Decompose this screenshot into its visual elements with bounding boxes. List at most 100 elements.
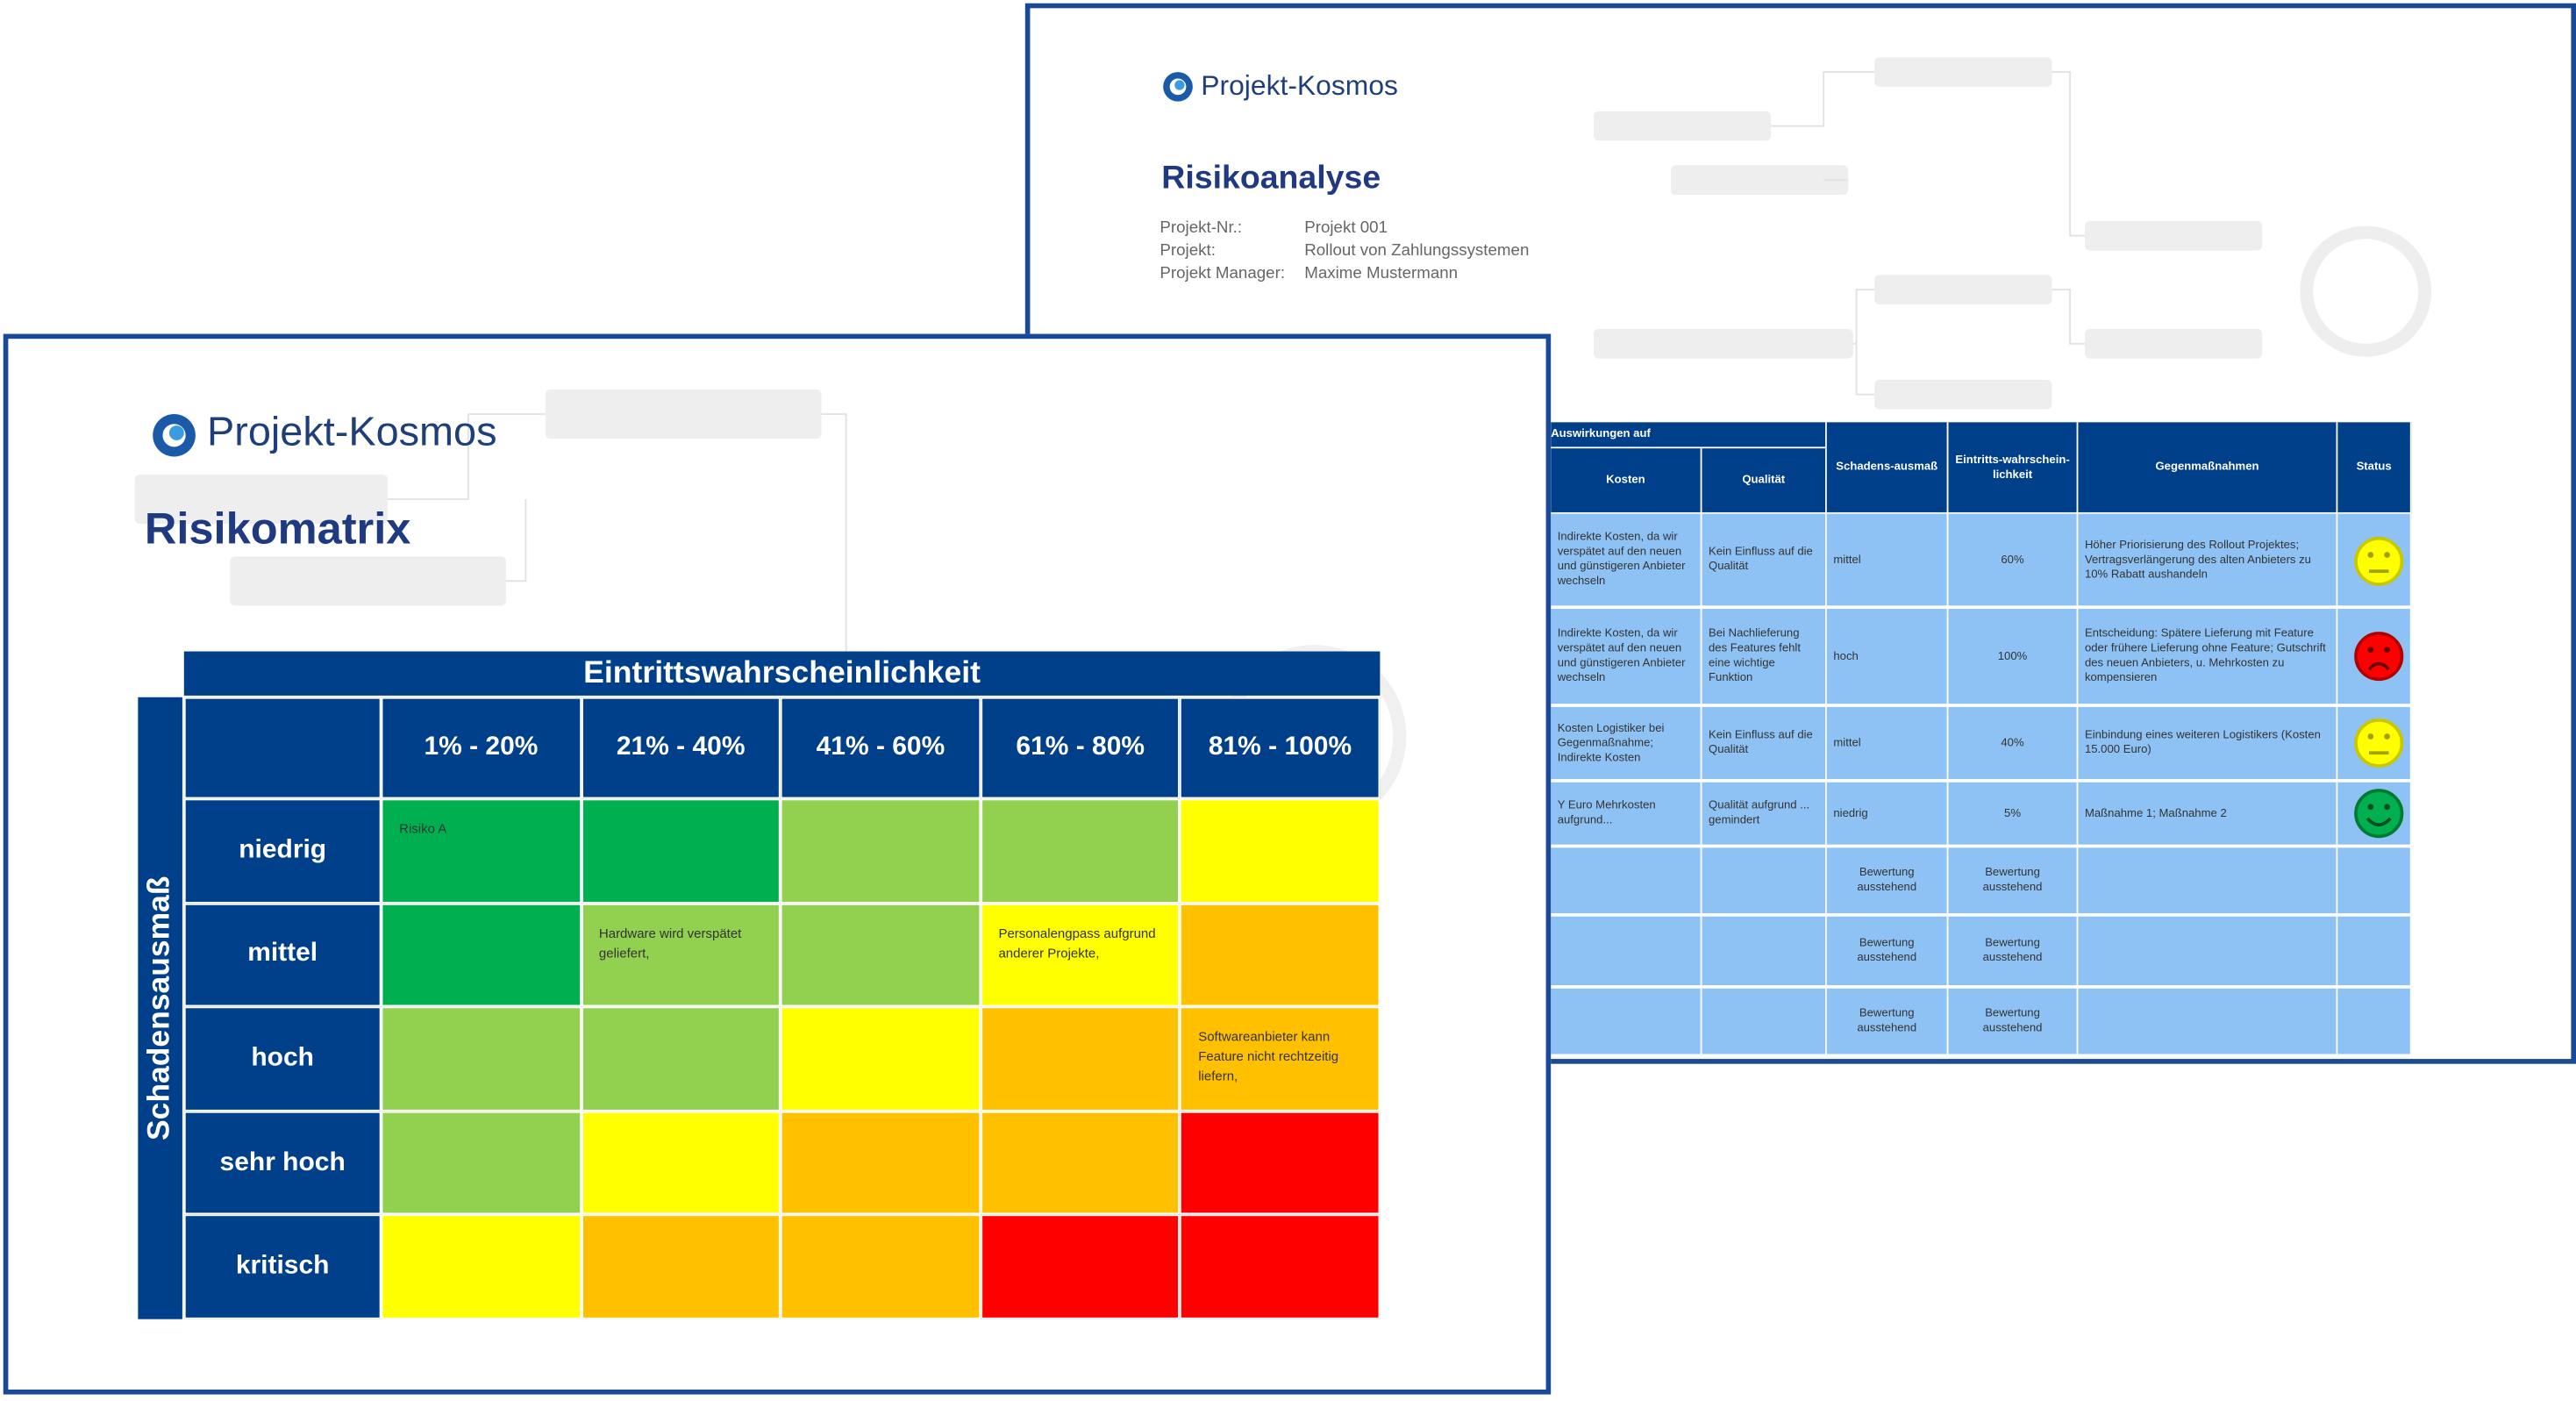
matrix-cell	[980, 798, 1181, 904]
row-header: niedrig	[183, 798, 382, 904]
matrix-cell: Hardware wird verspätet geliefert,	[581, 903, 781, 1007]
matrix-cell	[1180, 903, 1381, 1007]
table-cell: Bei Nachlieferung des Features fehlt ein…	[1702, 609, 1827, 707]
column-header: Qualität	[1702, 448, 1827, 514]
row-header: mittel	[183, 903, 382, 1007]
table-cell: 100%	[1948, 609, 2079, 707]
matrix-cell	[381, 1006, 582, 1112]
column-header: 81% - 100%	[1180, 697, 1381, 799]
table-cell: Indirekte Kosten, da wir verspätet auf d…	[1551, 609, 1702, 707]
matrix-cell: Personalengpass aufgrund anderer Projekt…	[980, 903, 1181, 1007]
table-cell	[1551, 988, 1702, 1058]
table-cell: mittel	[1826, 513, 1949, 610]
table-cell: Maßnahme 1; Maßnahme 2	[2078, 782, 2338, 848]
column-header: Gegenmaßnahmen	[2078, 422, 2338, 514]
column-header: 61% - 80%	[980, 697, 1181, 799]
back-logo: Projekt-Kosmos	[1201, 70, 1398, 102]
meta-label: Projekt Manager:	[1160, 265, 1286, 283]
meta-value: Projekt 001	[1304, 218, 1388, 238]
meta-label: Projekt-Nr.:	[1160, 218, 1243, 238]
table-cell: 60%	[1948, 513, 2079, 610]
status-sad	[2354, 632, 2404, 682]
back-title: Risikoanalyse	[1161, 160, 1381, 197]
status-neutral	[2354, 536, 2404, 586]
front-title: Risikomatrix	[144, 504, 411, 554]
table-cell: Qualität aufgrund ... gemindert	[1702, 782, 1827, 848]
table-cell	[1702, 988, 1827, 1058]
group-header: Auswirkungen auf	[1551, 422, 1827, 449]
meta-label: Projekt:	[1160, 242, 1216, 261]
matrix-cell	[980, 1215, 1181, 1319]
matrix-cell	[581, 1111, 781, 1216]
table-cell	[1551, 916, 1702, 989]
table-cell: Bewertung ausstehend	[1948, 916, 2079, 989]
table-cell: Y Euro Mehrkosten aufgrund...	[1551, 782, 1702, 848]
matrix-cell	[381, 1215, 582, 1319]
corner	[183, 697, 382, 799]
matrix-cell	[781, 1006, 981, 1112]
table-cell	[2078, 988, 2338, 1058]
table-cell	[1702, 916, 1827, 989]
table-cell: Bewertung ausstehend	[1826, 916, 1949, 989]
status-cell	[2337, 847, 2412, 917]
table-cell: Bewertung ausstehend	[1948, 988, 2079, 1058]
matrix-cell: Risiko A	[381, 798, 582, 904]
status-cell	[2337, 916, 2412, 989]
table-cell: Bewertung ausstehend	[1826, 988, 1949, 1058]
table-cell	[2078, 847, 2338, 917]
table-cell: Einbindung eines weiteren Logistikers (K…	[2078, 706, 2338, 783]
matrix-cell	[980, 1006, 1181, 1112]
row-header: sehr hoch	[183, 1111, 382, 1216]
table-cell: Indirekte Kosten, da wir verspätet auf d…	[1551, 513, 1702, 610]
table-cell: Entscheidung: Spätere Lieferung mit Feat…	[2078, 609, 2338, 707]
status-cell	[2337, 988, 2412, 1058]
matrix-cell	[581, 798, 781, 904]
table-cell: Kein Einfluss auf die Qualität	[1702, 513, 1827, 610]
table-cell: Kosten Logistiker bei Gegenmaßnahme; Ind…	[1551, 706, 1702, 783]
matrix-cell	[781, 1111, 981, 1216]
table-cell	[2078, 916, 2338, 989]
matrix-cell	[980, 1111, 1181, 1216]
column-header: Eintritts-wahrschein-lichkeit	[1948, 422, 2079, 514]
column-axis: Eintrittswahrscheinlichkeit	[183, 651, 1381, 696]
row-header: hoch	[183, 1006, 382, 1112]
matrix-cell	[781, 903, 981, 1007]
row-axis: Schadensausmaß	[142, 876, 177, 1140]
front-logo: Projekt-Kosmos	[207, 409, 497, 455]
matrix-cell	[1180, 1111, 1381, 1216]
status-neutral	[2354, 718, 2404, 768]
table-cell	[1551, 847, 1702, 917]
column-header: Status	[2337, 422, 2412, 514]
table-cell: Bewertung ausstehend	[1948, 847, 2079, 917]
row-axis-bar: Schadensausmaß	[138, 697, 182, 1319]
matrix-cell	[381, 1111, 582, 1216]
matrix-cell	[1180, 1215, 1381, 1319]
column-header: 21% - 40%	[581, 697, 781, 799]
meta-value: Rollout von Zahlungssystemen	[1304, 242, 1530, 261]
table-cell: niedrig	[1826, 782, 1949, 848]
row-header: kritisch	[183, 1215, 382, 1319]
table-cell: 40%	[1948, 706, 2079, 783]
matrix-cell	[1180, 798, 1381, 904]
matrix-cell	[581, 1215, 781, 1319]
matrix-cell	[781, 1215, 981, 1319]
meta-value: Maxime Mustermann	[1304, 265, 1459, 283]
column-header: Schadens-ausmaß	[1826, 422, 1949, 514]
column-header: Kosten	[1551, 448, 1702, 514]
matrix-cell	[781, 798, 981, 904]
matrix-cell	[581, 1006, 781, 1112]
table-cell: Kein Einfluss auf die Qualität	[1702, 706, 1827, 783]
table-cell: Bewertung ausstehend	[1826, 847, 1949, 917]
column-header: 41% - 60%	[781, 697, 981, 799]
table-cell: 5%	[1948, 782, 2079, 848]
table-cell: Höher Priorisierung des Rollout Projekte…	[2078, 513, 2338, 610]
column-header: 1% - 20%	[381, 697, 582, 799]
status-happy	[2354, 789, 2404, 839]
matrix-cell	[381, 903, 582, 1007]
table-cell: hoch	[1826, 609, 1949, 707]
table-cell: mittel	[1826, 706, 1949, 783]
